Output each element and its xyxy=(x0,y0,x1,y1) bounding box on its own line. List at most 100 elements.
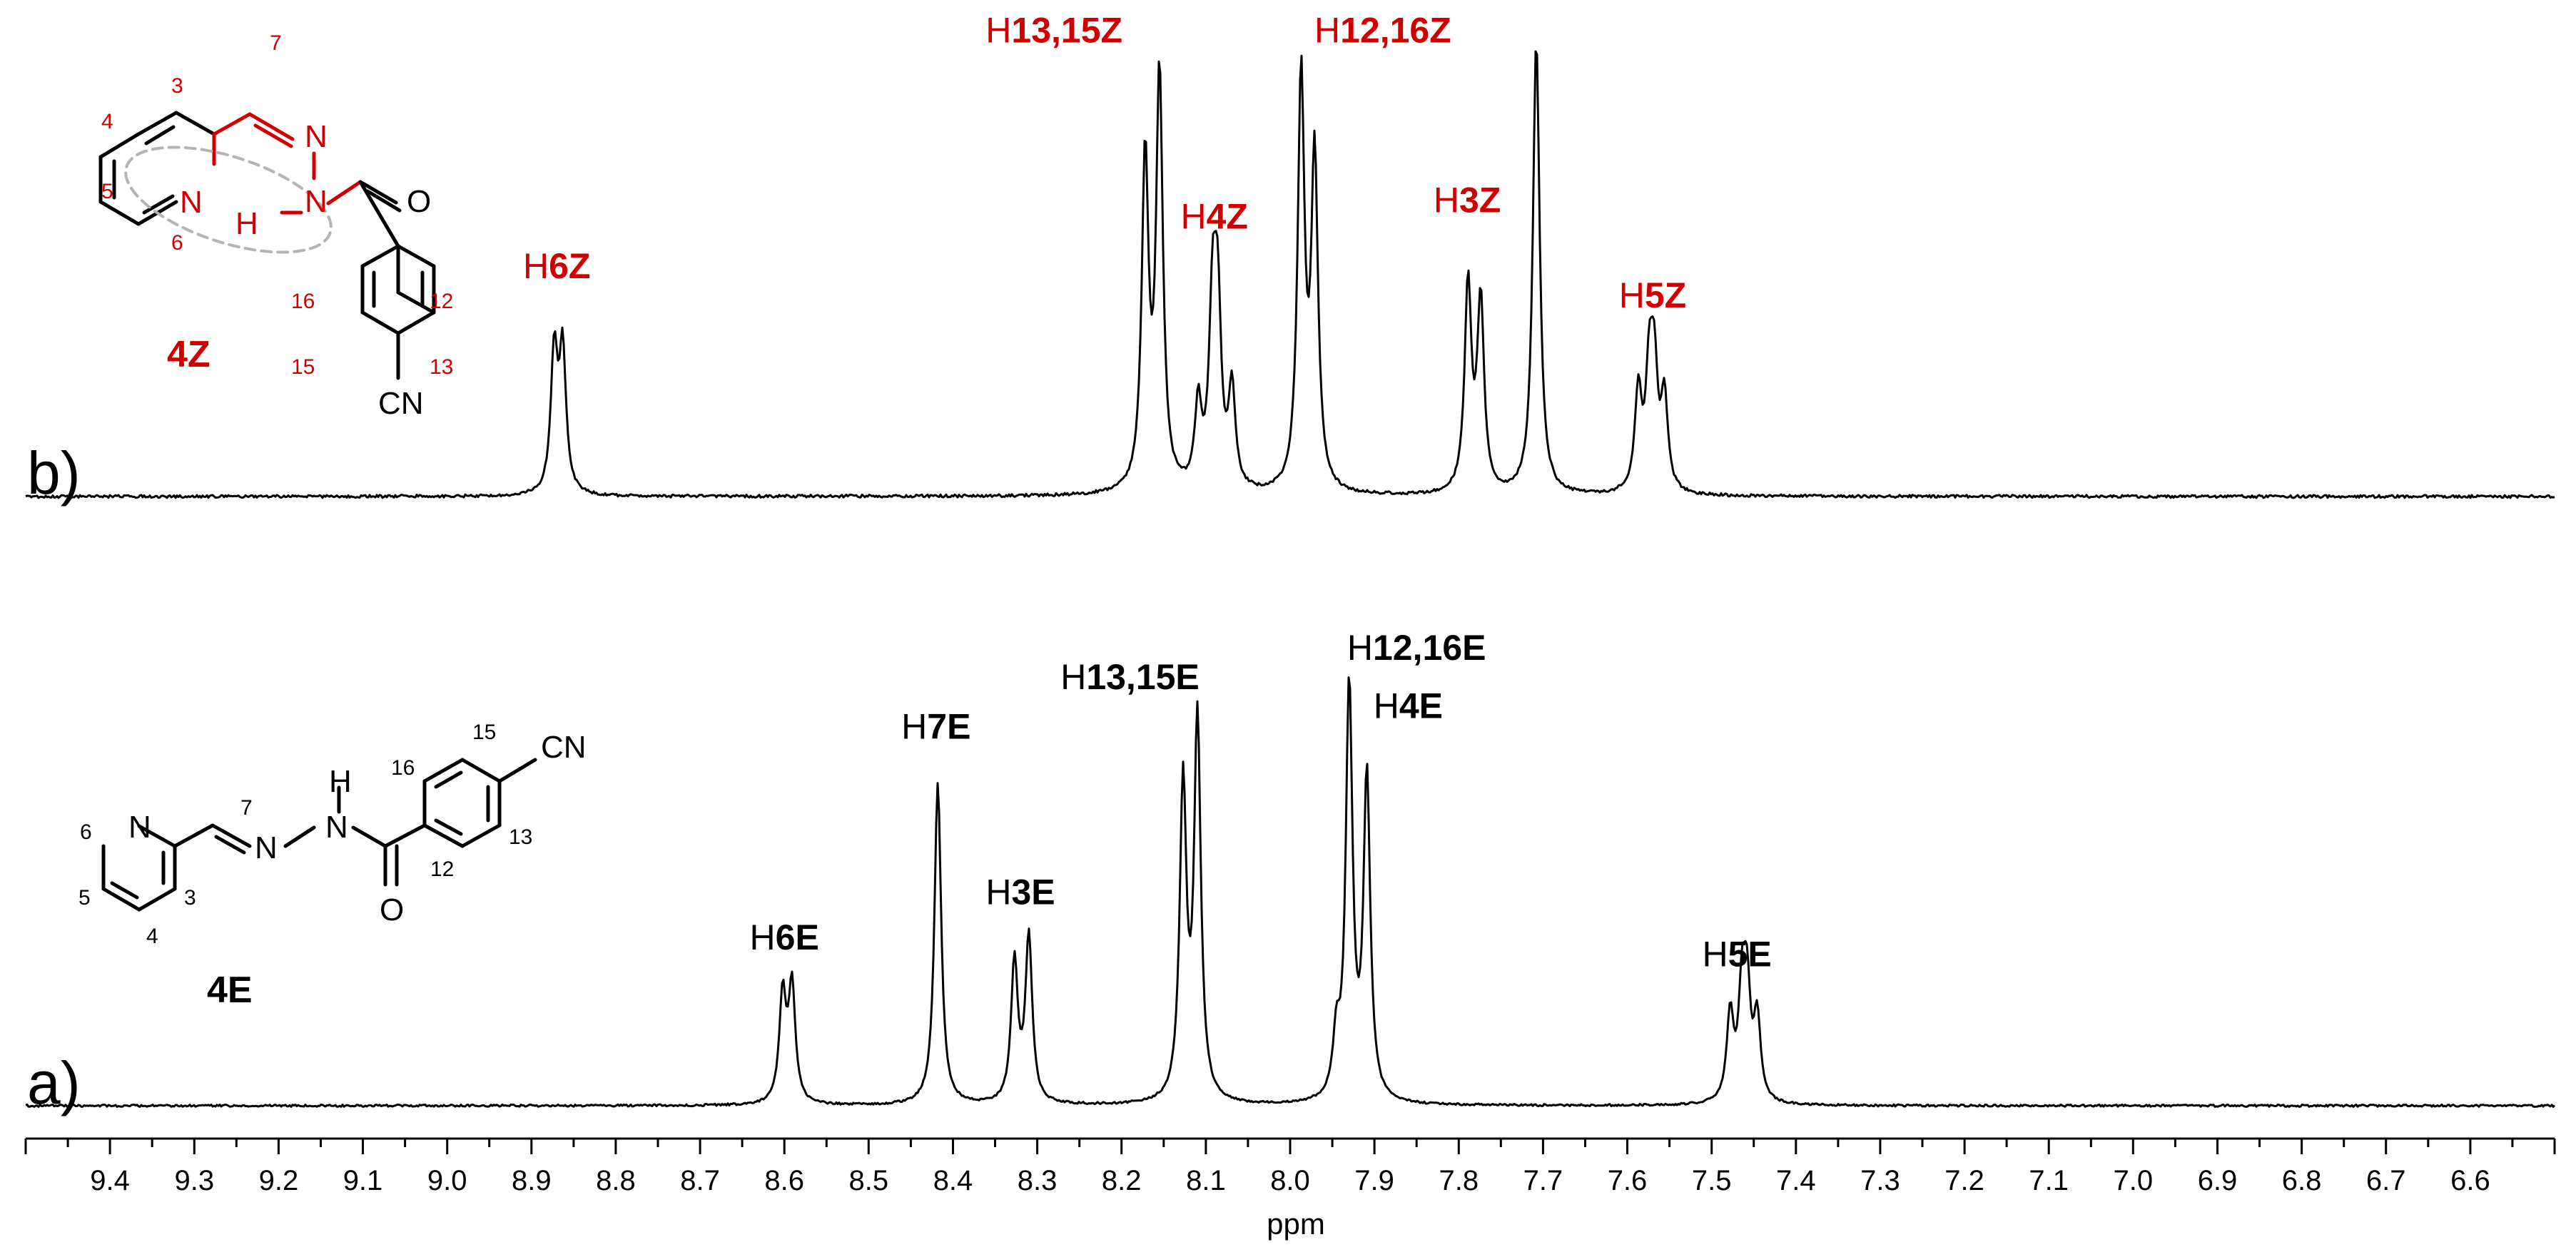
structure-4e-atoms: N N N H O CN 3 4 5 6 7 12 13 15 16 4E xyxy=(78,721,587,1011)
tick-label: 8.7 xyxy=(680,1165,720,1196)
peak-label-prefix: H xyxy=(985,872,1011,912)
peak-label-prefix: H xyxy=(1434,180,1459,220)
peak-label: H6E xyxy=(750,917,819,957)
number-6: 6 xyxy=(80,820,92,844)
peak-label: H4E xyxy=(1374,686,1443,726)
atom-o: O xyxy=(407,184,431,219)
tick-label: 8.3 xyxy=(1018,1165,1058,1196)
peak-label-assignment: 4E xyxy=(1399,686,1443,726)
atom-n-imine: N xyxy=(305,119,328,154)
number-7: 7 xyxy=(270,31,282,55)
atom-n-amide: N xyxy=(305,184,328,219)
tick-label: 7.2 xyxy=(1944,1165,1984,1196)
number-6: 6 xyxy=(171,231,183,255)
tick-label: 9.1 xyxy=(343,1165,383,1196)
tick-label: 8.5 xyxy=(848,1165,888,1196)
axis-ticks: 9.4 9.3 9.2 9.1 9.0 8.9 8.8 8.7 8.6 8.5 8.4 8.3 8.2 8… xyxy=(24,1139,2556,1196)
peak-labels: H6ZH13,15ZH4ZH12,16ZH3ZH7ZH5ZH6EH7EH3EH1… xyxy=(523,11,1772,974)
tick-label: 8.4 xyxy=(933,1165,973,1196)
tick-label: 8.2 xyxy=(1102,1165,1142,1196)
peak-label-assignment: 3E xyxy=(1011,872,1055,912)
peak-label-prefix: H xyxy=(901,706,927,746)
trace-label: a) xyxy=(27,1049,81,1116)
structure-4z-atoms: N N N H O CN 3 4 5 6 7 12 13 15 16 4Z xyxy=(101,31,453,421)
tick-label: 6.6 xyxy=(2450,1165,2490,1196)
number-5: 5 xyxy=(78,886,91,910)
peak-label-prefix: H xyxy=(1180,197,1206,237)
tick-label: 7.1 xyxy=(2029,1165,2069,1196)
tick-label: 7.9 xyxy=(1354,1165,1394,1196)
number-4: 4 xyxy=(101,110,113,133)
tick-label: 8.0 xyxy=(1270,1165,1310,1196)
tick-label: 7.0 xyxy=(2113,1165,2153,1196)
number-12: 12 xyxy=(430,857,454,881)
atom-h-chelate: H xyxy=(235,206,258,241)
tick-label: 7.8 xyxy=(1439,1165,1479,1196)
number-12: 12 xyxy=(430,290,453,313)
peak-label: H3E xyxy=(985,872,1055,912)
peak-label-prefix: H xyxy=(750,917,776,957)
atom-h-amide: H xyxy=(329,764,352,799)
peak-label-prefix: H xyxy=(1347,628,1373,668)
structure-4z xyxy=(98,111,436,380)
peak-label-prefix: H xyxy=(1314,11,1340,51)
tick-label: 7.5 xyxy=(1692,1165,1732,1196)
peak-label-assignment: 5E xyxy=(1728,934,1772,974)
peak-label-prefix: H xyxy=(1619,275,1645,315)
tick-label: 6.8 xyxy=(2282,1165,2322,1196)
compound-label-4z: 4Z xyxy=(167,334,211,375)
atom-cn: CN xyxy=(541,730,587,765)
peak-label: H6Z xyxy=(523,246,590,286)
tick-label: 7.7 xyxy=(1523,1165,1563,1196)
number-16: 16 xyxy=(391,756,415,780)
atom-n-imine: N xyxy=(255,830,278,865)
peak-label-prefix: H xyxy=(1374,686,1399,726)
tick-label: 9.0 xyxy=(427,1165,467,1196)
tick-label: 7.3 xyxy=(1860,1165,1900,1196)
peak-label-assignment: 6E xyxy=(776,917,819,957)
structure-4e xyxy=(101,758,537,912)
peak-label: H13,15Z xyxy=(985,11,1122,51)
peak-label-assignment: 4Z xyxy=(1207,197,1248,237)
tick-label: 9.3 xyxy=(174,1165,214,1196)
tick-label: 7.6 xyxy=(1608,1165,1648,1196)
number-3: 3 xyxy=(184,886,196,910)
trace-label: b) xyxy=(27,439,81,507)
peak-label: H7E xyxy=(901,706,970,746)
peak-label-prefix: H xyxy=(1702,934,1728,974)
number-13: 13 xyxy=(509,825,532,849)
peak-label: H12,16E xyxy=(1347,628,1486,668)
number-15: 15 xyxy=(291,355,315,379)
spectrum-traces: b) a) xyxy=(25,50,2556,1116)
number-3: 3 xyxy=(171,74,183,98)
peak-label: H4Z xyxy=(1180,197,1247,237)
tick-label: 9.2 xyxy=(259,1165,299,1196)
peak-label-assignment: 7E xyxy=(927,706,970,746)
atom-n-pyridine: N xyxy=(128,810,151,845)
spectrum-trace-4e xyxy=(25,676,2556,1108)
tick-label: 8.9 xyxy=(512,1165,552,1196)
spectrum-trace-4z xyxy=(25,50,2555,499)
peak-label: H12,16Z xyxy=(1314,11,1451,51)
peak-label-assignment: 12,16Z xyxy=(1340,11,1451,51)
peak-label-assignment: 5Z xyxy=(1645,275,1686,315)
number-16: 16 xyxy=(291,290,315,313)
peak-label-prefix: H xyxy=(523,246,549,286)
tick-label: 8.1 xyxy=(1186,1165,1226,1196)
peak-label: H3Z xyxy=(1434,180,1501,220)
peak-label: H5Z xyxy=(1619,275,1686,315)
peak-label-assignment: 12,16E xyxy=(1373,628,1486,668)
peak-label-assignment: 3Z xyxy=(1459,180,1501,220)
tick-label: 8.6 xyxy=(764,1165,804,1196)
tick-label: 9.4 xyxy=(90,1165,130,1196)
peak-label-assignment: 13,15Z xyxy=(1011,11,1122,51)
number-7: 7 xyxy=(240,796,253,820)
number-13: 13 xyxy=(430,355,453,379)
peak-label-prefix: H xyxy=(985,11,1011,51)
peak-label: H5E xyxy=(1702,934,1771,974)
number-4: 4 xyxy=(146,925,158,948)
peak-label-assignment: 13,15E xyxy=(1086,657,1199,697)
tick-label: 6.7 xyxy=(2366,1165,2406,1196)
atom-cn: CN xyxy=(378,386,424,421)
